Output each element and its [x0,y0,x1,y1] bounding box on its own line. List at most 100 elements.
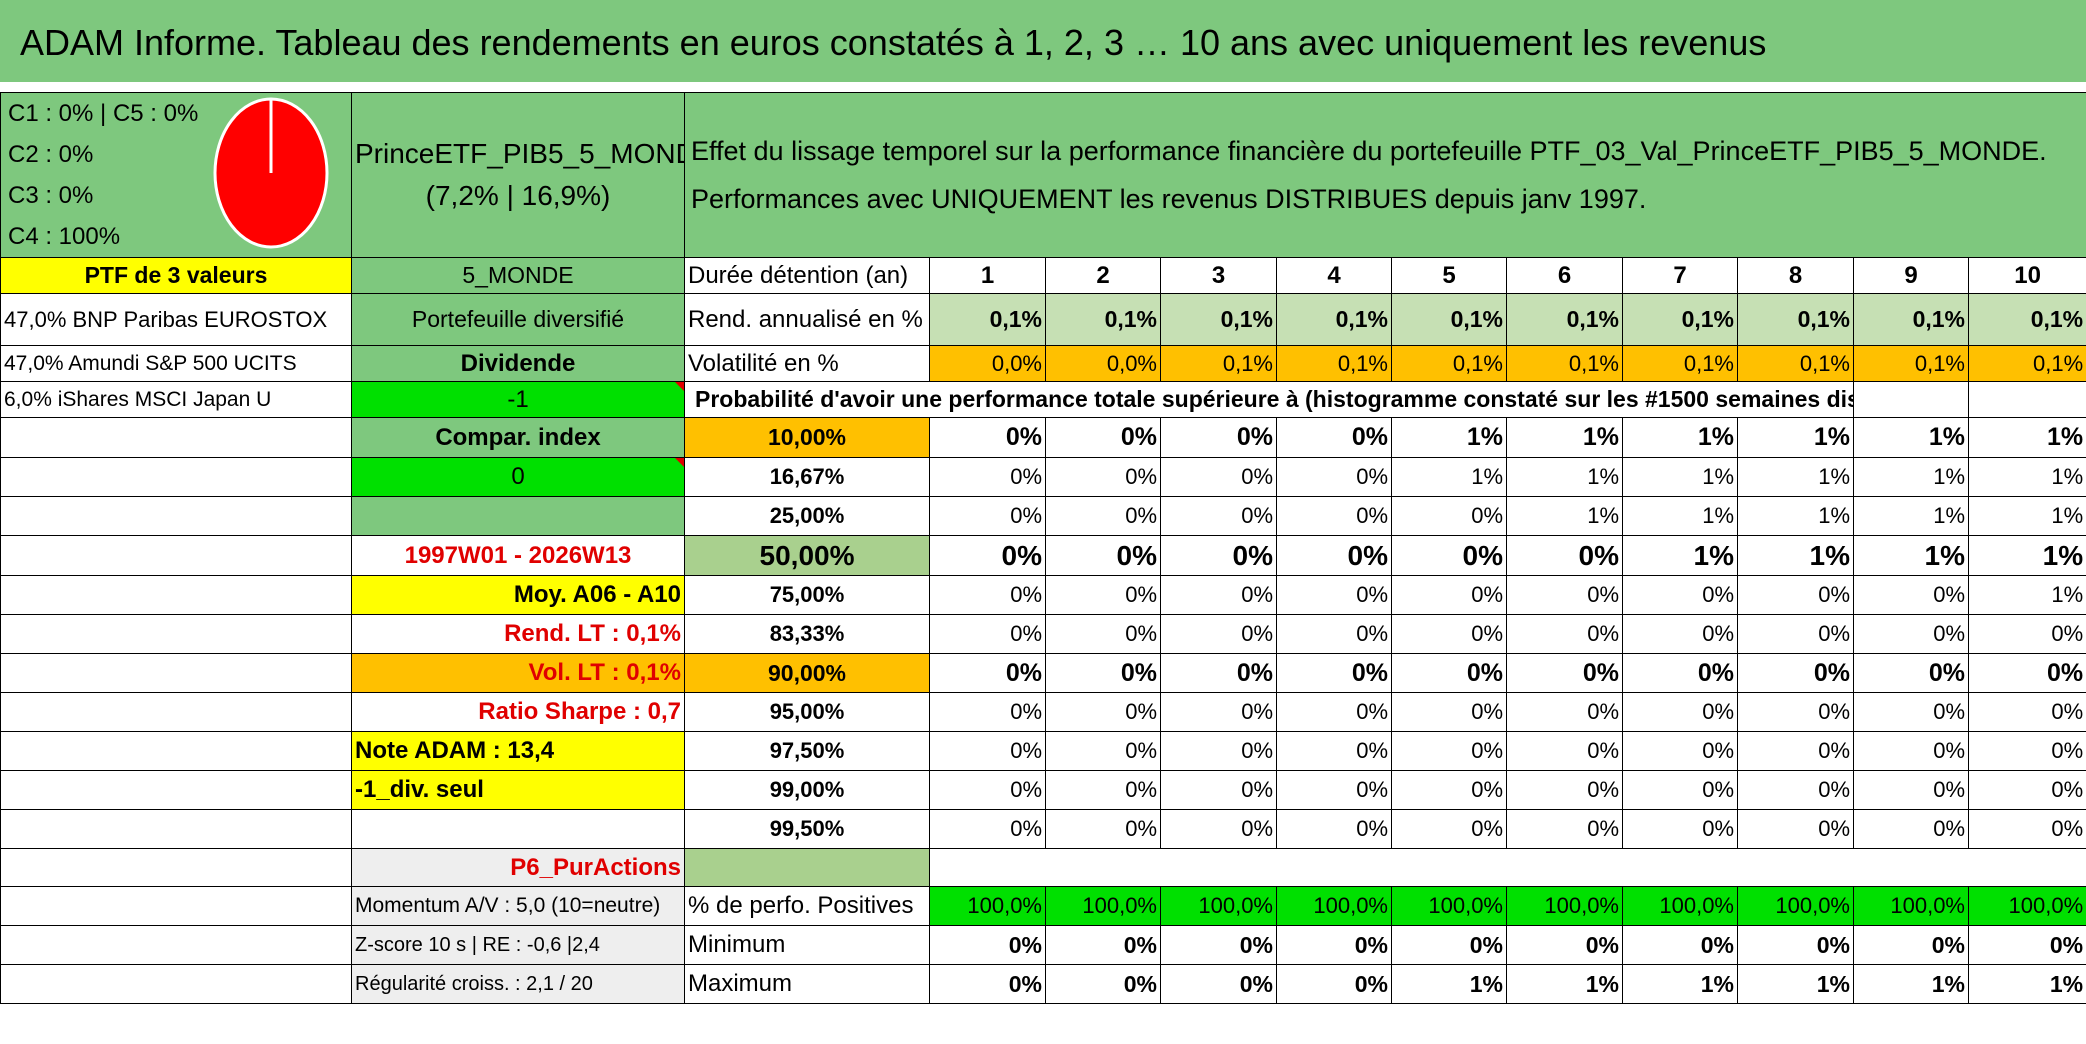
proba-row5-value-10: 1% [1967,575,2086,615]
p6-label: P6_PurActions [351,848,685,887]
proba-row2-value-8: 1% [1737,457,1854,497]
min-value-2: 0% [1045,925,1161,965]
p6-empty-span [928,848,2086,887]
proba-row6-value-10: 0% [1967,614,2086,654]
proba-row5-value-1: 0% [929,575,1046,615]
proba-row10-value-9: 0% [1853,770,1969,810]
proba-row3-value-9: 1% [1853,496,1969,536]
proba-row7-value-4: 0% [1276,653,1392,693]
holding-2: 47,0% Amundi S&P 500 UCITS [0,345,352,382]
min-value-10: 0% [1967,925,2086,965]
proba-row6-value-3: 0% [1160,614,1277,654]
proba-row6-value-9: 0% [1853,614,1969,654]
proba-row4-value-3: 0% [1160,535,1277,576]
allocation-legend-cell: C1 : 0% | C5 : 0% C2 : 0% C3 : 0% C4 : 1… [0,92,352,258]
proba-row3-value-7: 1% [1622,496,1738,536]
max-value-1: 0% [929,964,1046,1004]
max-value-7: 1% [1622,964,1738,1004]
proba-row7-value-3: 0% [1160,653,1277,693]
holding-3: 6,0% iShares MSCI Japan U [0,381,352,418]
proba-row8-value-10: 0% [1967,692,2086,732]
pos-value-5: 100,0% [1391,886,1507,926]
proba-row4-value-5: 0% [1391,535,1507,576]
moy-label: Moy. A06 - A10 [351,575,685,615]
proba-row4-value-8: 1% [1737,535,1854,576]
proba-row8-value-9: 0% [1853,692,1969,732]
vol-lt-label: Vol. LT : 0,1% [351,653,685,693]
year-header-9: 9 [1853,257,1969,294]
vol-value-3: 0,1% [1160,345,1277,382]
min-value-9: 0% [1853,925,1969,965]
proba-label: Probabilité d'avoir une performance tota… [684,381,1854,418]
pos-value-2: 100,0% [1045,886,1161,926]
rend-value-5: 0,1% [1391,293,1507,346]
proba-row4-value-6: 0% [1506,535,1623,576]
description-line1: Effet du lissage temporel sur la perform… [691,136,2047,166]
proba-row5-value-2: 0% [1045,575,1161,615]
proba-row3-value-4: 0% [1276,496,1392,536]
proba-row7-value-2: 0% [1045,653,1161,693]
proba-row3-value-8: 1% [1737,496,1854,536]
threshold-6: 83,33% [684,614,930,654]
empty-cell-proba-end [1853,381,1969,418]
proba-row5-value-9: 0% [1853,575,1969,615]
vol-value-10: 0,1% [1967,345,2086,382]
max-value-6: 1% [1506,964,1623,1004]
proba-row2-value-3: 0% [1160,457,1277,497]
left-empty-7 [0,653,352,693]
proba-row7-value-10: 0% [1967,653,2086,693]
left-empty-6 [0,614,352,654]
rend-value-8: 0,1% [1737,293,1854,346]
min-value-1: 0% [929,925,1046,965]
threshold-7: 90,00% [684,653,930,693]
proba-row1-value-2: 0% [1045,417,1161,458]
threshold-4: 50,00% [684,535,930,576]
year-header-3: 3 [1160,257,1277,294]
regularite-label: Régularité croiss. : 2,1 / 20 [351,964,685,1004]
fund-name-cell: PrinceETF_PIB5_5_MONDE (7,2% | 16,9%) [351,92,685,258]
vol-value-4: 0,1% [1276,345,1392,382]
div-seul-label: -1_div. seul [351,770,685,810]
proba-row1-value-9: 1% [1853,417,1969,458]
proba-row10-value-10: 0% [1967,770,2086,810]
proba-row11-value-4: 0% [1276,809,1392,849]
proba-row9-value-2: 0% [1045,731,1161,771]
proba-row5-value-7: 0% [1622,575,1738,615]
proba-row7-value-7: 0% [1622,653,1738,693]
proba-row4-value-4: 0% [1276,535,1392,576]
left-empty-max [0,964,352,1004]
proba-row2-value-1: 0% [929,457,1046,497]
proba-row11-value-5: 0% [1391,809,1507,849]
proba-row6-value-1: 0% [929,614,1046,654]
min-value-7: 0% [1622,925,1738,965]
pos-value-10: 100,0% [1967,886,2086,926]
rend-label: Rend. annualisé en % [684,293,930,346]
pos-value-6: 100,0% [1506,886,1623,926]
proba-row9-value-5: 0% [1391,731,1507,771]
max-value-2: 0% [1045,964,1161,1004]
proba-row3-value-2: 0% [1045,496,1161,536]
threshold-10: 99,00% [684,770,930,810]
year-header-10: 10 [1967,257,2086,294]
max-value-4: 0% [1276,964,1392,1004]
proba-row5-value-8: 0% [1737,575,1854,615]
compar-label: Compar. index [351,417,685,458]
rend-value-9: 0,1% [1853,293,1969,346]
proba-row7-value-5: 0% [1391,653,1507,693]
proba-row8-value-5: 0% [1391,692,1507,732]
left-empty-8 [0,692,352,732]
proba-row8-value-1: 0% [929,692,1046,732]
proba-row4-value-7: 1% [1622,535,1738,576]
proba-row2-value-10: 1% [1967,457,2086,497]
proba-row11-value-1: 0% [929,809,1046,849]
dividende-label: Dividende [351,345,685,382]
proba-row8-value-6: 0% [1506,692,1623,732]
proba-row4-value-1: 0% [929,535,1046,576]
year-header-6: 6 [1506,257,1623,294]
proba-row2-value-4: 0% [1276,457,1392,497]
max-label: Maximum [684,964,930,1004]
rend-value-4: 0,1% [1276,293,1392,346]
year-header-2: 2 [1045,257,1161,294]
report-grid: C1 : 0% | C5 : 0% C2 : 0% C3 : 0% C4 : 1… [0,92,2086,1004]
proba-row11-value-3: 0% [1160,809,1277,849]
